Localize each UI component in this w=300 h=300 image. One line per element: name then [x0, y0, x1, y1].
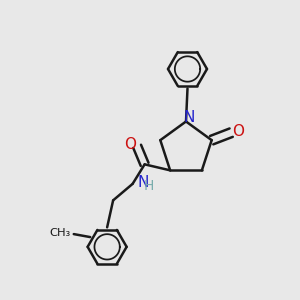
- Text: O: O: [124, 137, 136, 152]
- Text: CH₃: CH₃: [49, 228, 70, 238]
- Text: N: N: [183, 110, 195, 124]
- Text: O: O: [232, 124, 244, 139]
- Text: H: H: [144, 179, 154, 193]
- Text: N: N: [137, 175, 148, 190]
